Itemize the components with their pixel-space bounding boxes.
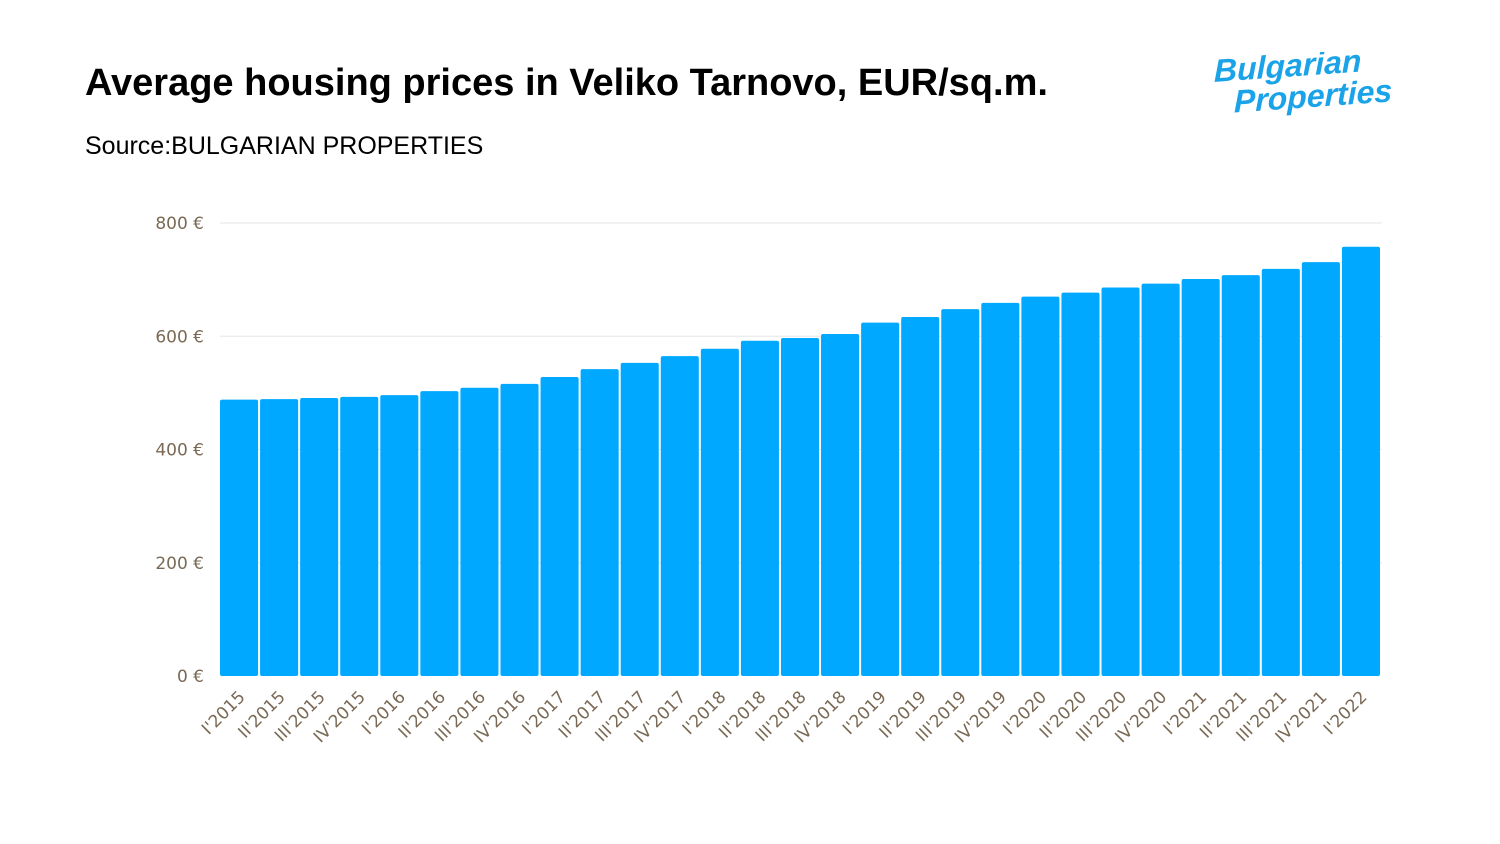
bar xyxy=(1101,287,1140,676)
y-tick-label: 200 € xyxy=(155,554,204,574)
bar xyxy=(340,396,379,676)
chart-subtitle: Source:BULGARIAN PROPERTIES xyxy=(85,132,484,160)
bar xyxy=(620,362,659,676)
bar xyxy=(660,356,699,676)
chart-title: Average housing prices in Veliko Tarnovo… xyxy=(85,62,1048,104)
y-tick-label: 0 € xyxy=(177,667,204,687)
bar xyxy=(821,333,860,676)
bar xyxy=(380,395,419,676)
y-tick-label: 600 € xyxy=(155,327,204,347)
y-tick-label: 400 € xyxy=(155,441,204,461)
bar xyxy=(1021,296,1060,676)
bar xyxy=(220,399,259,676)
bar xyxy=(901,316,940,676)
y-tick-label: 800 € xyxy=(155,214,204,234)
bar xyxy=(1261,268,1300,676)
bar xyxy=(500,383,539,676)
bulgarian-properties-logo: Bulgarian Properties xyxy=(1214,52,1392,119)
bar xyxy=(1141,283,1180,676)
bar xyxy=(300,397,339,676)
bar xyxy=(1341,246,1380,676)
bar xyxy=(1061,292,1100,676)
x-tick-label: I'2022 xyxy=(1320,687,1372,739)
bar xyxy=(1221,275,1260,676)
bar xyxy=(740,340,779,676)
bar xyxy=(1181,279,1220,676)
bar xyxy=(460,387,499,676)
bar xyxy=(941,309,980,676)
bar xyxy=(981,302,1020,676)
bar xyxy=(580,369,619,676)
bar xyxy=(260,399,299,676)
bar xyxy=(1301,262,1340,676)
bar xyxy=(700,348,739,676)
bar xyxy=(420,391,459,676)
bar xyxy=(861,322,900,676)
bar xyxy=(540,377,579,676)
bar xyxy=(780,337,820,676)
